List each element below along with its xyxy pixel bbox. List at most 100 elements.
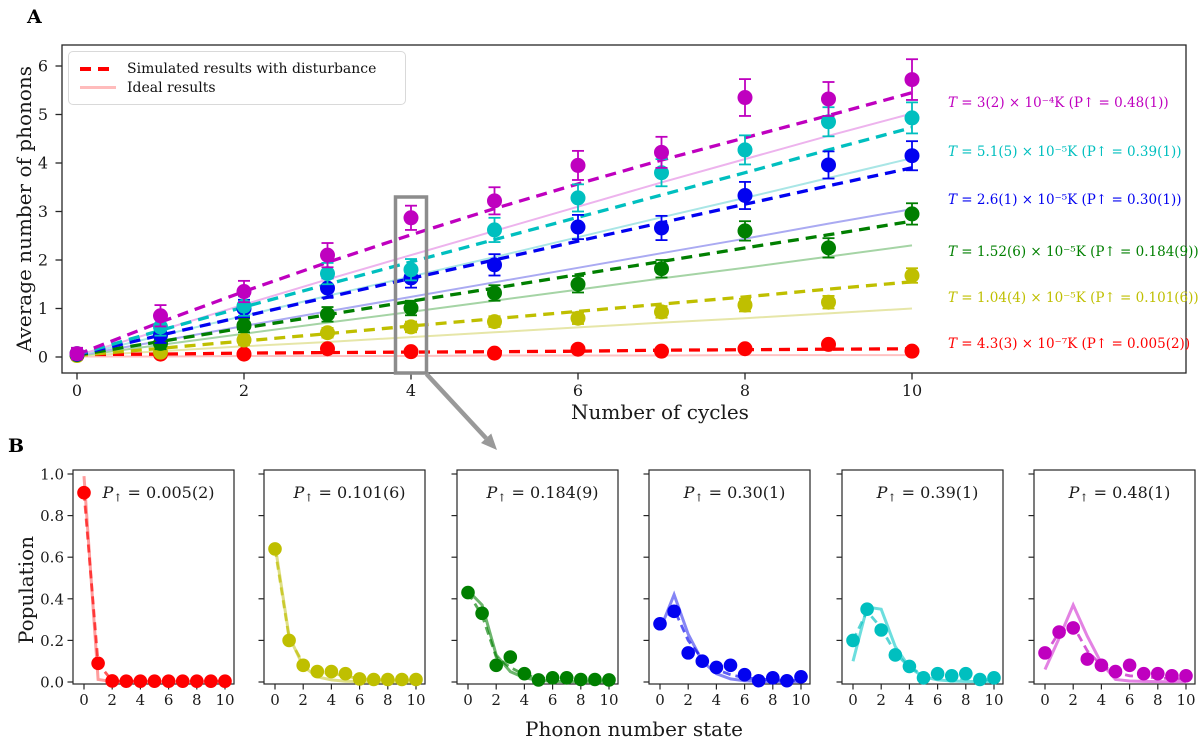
subplot-title: P↑ = 0.184(9): [485, 483, 598, 505]
data-point: [570, 341, 586, 357]
data-point: [570, 190, 586, 206]
subplot-title: P↑ = 0.005(2): [101, 483, 214, 505]
population-distributions-chart: 0.00.20.40.60.81.00 2 4 6 8 10P↑ = 0.005(2)0 2…: [40, 466, 1196, 709]
data-point: [487, 222, 502, 238]
data-point: [654, 261, 669, 277]
population-x-tick: 4: [520, 691, 530, 709]
data-point: [570, 157, 586, 173]
data-point: [723, 658, 738, 673]
data-point: [461, 585, 475, 600]
panel-a-x-axis-label: Number of cycles: [571, 400, 749, 424]
simulated-line: [466, 591, 609, 682]
population-x-tick: 6: [164, 691, 174, 709]
population-x-tick: 8: [576, 691, 586, 709]
data-point: [352, 672, 367, 686]
panel-a-y-tick: 4: [38, 154, 48, 173]
panel-b-label: B: [8, 435, 25, 457]
population-x-tick: 0: [270, 691, 280, 709]
data-point: [821, 91, 836, 107]
data-point: [1038, 646, 1052, 660]
data-point: [296, 658, 311, 673]
subplot-title: P↑ = 0.30(1): [683, 483, 786, 505]
data-point: [487, 257, 502, 273]
population-x-tick: 10: [1176, 691, 1195, 709]
data-series: [69, 58, 920, 362]
population-x-tick: 2: [876, 691, 886, 709]
solid-line-sample: [80, 86, 116, 89]
panel-a-x-tick: 2: [239, 381, 249, 400]
data-point: [821, 157, 836, 173]
data-point: [190, 674, 204, 688]
data-point: [147, 674, 162, 688]
data-point: [1080, 652, 1095, 666]
population-x-tick: 4: [136, 691, 146, 709]
data-point: [602, 673, 616, 687]
data-point: [487, 314, 502, 330]
data-point: [751, 673, 766, 688]
panel-a-y-tick: 0: [38, 348, 48, 367]
population-subplot-3: 0 2 4 6 8 10 P↑ = 0.30(1): [643, 469, 811, 709]
panel-b-x-axis-label: Phonon number state: [525, 717, 743, 741]
data-point: [403, 262, 419, 278]
data-point: [236, 332, 252, 348]
population-x-tick: 10: [215, 691, 234, 709]
data-point: [105, 674, 119, 688]
panel-a-label: A: [27, 6, 42, 28]
data-point: [570, 276, 586, 292]
data-point: [1165, 668, 1179, 683]
population-x-tick: 0: [848, 691, 858, 709]
data-point: [654, 165, 669, 181]
population-y-tick: 0.2: [40, 632, 64, 650]
population-x-tick: 10: [406, 691, 425, 709]
data-point: [821, 240, 836, 256]
data-point: [794, 670, 808, 684]
data-point: [944, 668, 959, 683]
panel-a-x-tick: 0: [72, 381, 82, 400]
data-point: [588, 672, 602, 687]
data-point: [320, 306, 335, 322]
data-point: [570, 310, 586, 326]
series-label-yellow: T = 1.04(4) × 10⁻⁵K (P↑ = 0.101(6)): [948, 290, 1199, 306]
data-point: [545, 671, 560, 685]
population-y-tick: 0.4: [40, 590, 64, 608]
data-point: [930, 666, 945, 681]
data-point: [320, 266, 335, 282]
data-point: [204, 674, 218, 688]
data-point: [904, 148, 920, 164]
legend-item-ideal: Ideal results: [80, 78, 394, 97]
population-x-tick: 6: [1125, 691, 1135, 709]
data-point: [570, 219, 586, 235]
data-point: [904, 72, 920, 88]
data-point: [888, 648, 903, 662]
highlight-box-cycle-4: [393, 195, 429, 375]
panel-a-y-tick: 6: [38, 57, 48, 76]
population-x-tick: 4: [1097, 691, 1107, 709]
data-point: [667, 604, 681, 619]
data-point: [846, 633, 860, 648]
simulated-line: [82, 492, 225, 683]
data-point: [654, 144, 669, 160]
legend-item-simulated: Simulated results with disturbance: [80, 59, 394, 78]
data-point: [821, 294, 836, 310]
data-point: [1094, 658, 1109, 673]
data-point: [175, 674, 190, 688]
data-point: [1108, 664, 1123, 679]
series-label-cyan: T = 5.1(5) × 10⁻⁵K (P↑ = 0.39(1)): [948, 144, 1182, 160]
zoom-arrow-head: [480, 433, 497, 450]
legend-label-ideal: Ideal results: [127, 79, 216, 96]
data-point: [236, 317, 252, 333]
subplot-title: P↑ = 0.48(1): [1068, 483, 1171, 505]
population-subplot-4: 0 2 4 6 8 10 P↑ = 0.39(1): [836, 469, 1004, 709]
population-x-tick: 0: [1040, 691, 1050, 709]
population-y-tick: 0.0: [40, 674, 64, 692]
population-x-tick: 2: [107, 691, 117, 709]
simulated-line: [273, 548, 416, 682]
population-x-tick: 8: [1153, 691, 1163, 709]
population-x-tick: 2: [491, 691, 501, 709]
population-x-tick: 2: [1068, 691, 1078, 709]
panel-a-y-tick: 1: [38, 299, 48, 318]
data-point: [737, 341, 753, 357]
data-point: [320, 247, 335, 263]
ideal-line: [82, 475, 225, 684]
